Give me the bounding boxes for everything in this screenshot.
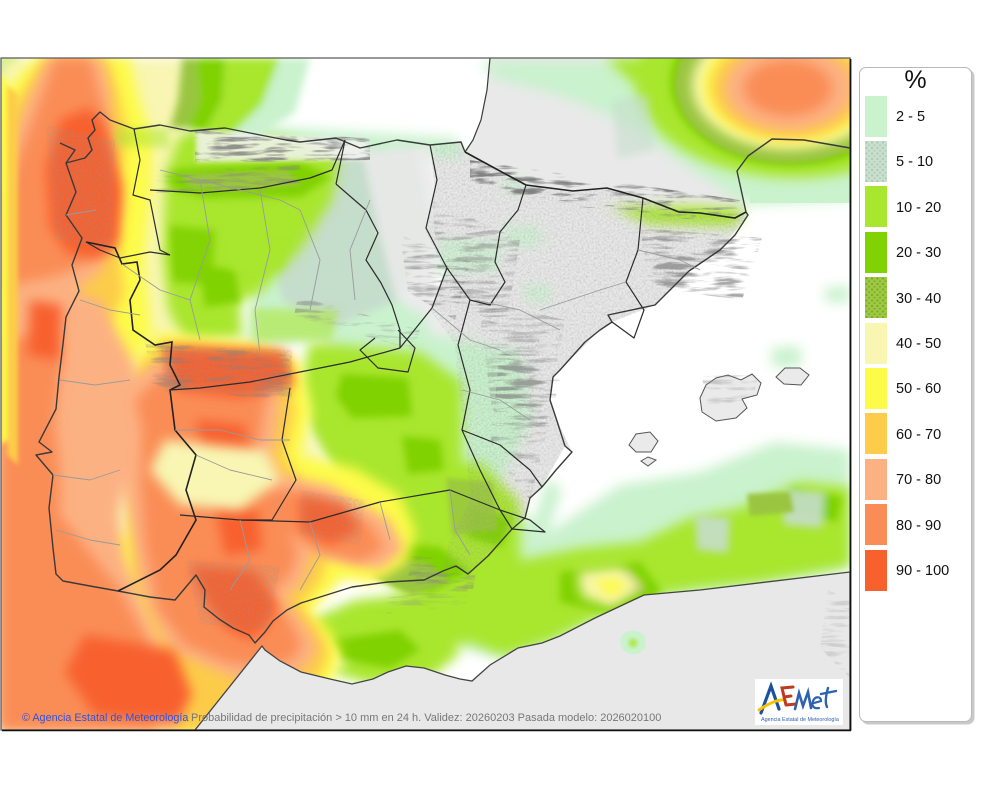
svg-text:Agencia Estatal de Meteorologí: Agencia Estatal de Meteorología [761,717,839,723]
